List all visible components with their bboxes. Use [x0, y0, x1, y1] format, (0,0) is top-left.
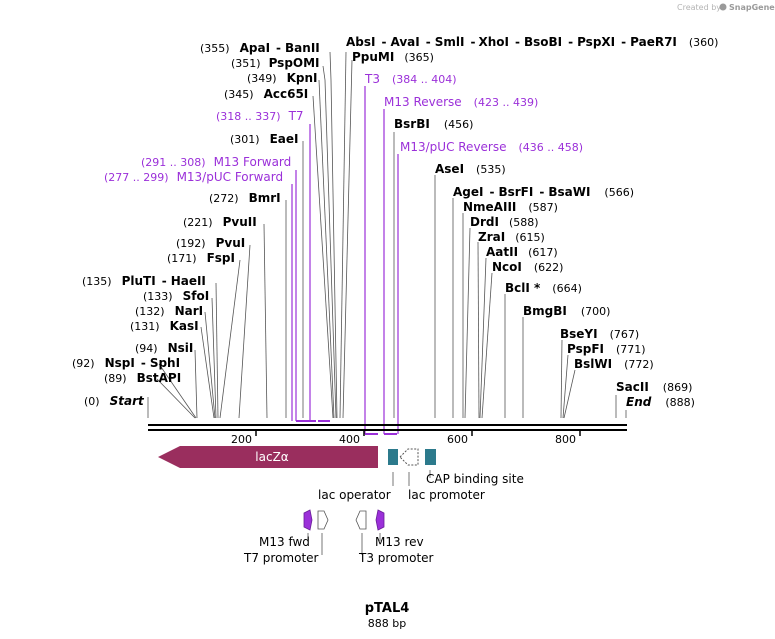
site-bstapi[interactable]: (89) BstAPI — [104, 371, 181, 385]
leader-absi — [339, 51, 347, 419]
site-nari[interactable]: (132) NarI — [135, 304, 203, 318]
site-aatii[interactable]: AatII (617) — [486, 245, 558, 259]
snapgene-logo: SnapGene — [719, 3, 775, 12]
t7-promoter-label: T7 promoter — [243, 551, 319, 565]
site-pvuii[interactable]: (221) PvuII — [183, 215, 257, 229]
site-bseyi[interactable]: BseYI (767) — [560, 327, 639, 341]
tick-800: 800 — [555, 433, 576, 446]
lacz-label: lacZα — [255, 450, 289, 464]
leader-aatii — [479, 257, 487, 419]
site-nsii[interactable]: (94) NsiI — [135, 341, 193, 355]
primer-labels: (318 .. 337) T7 (291 .. 308) M13 Forward (… — [104, 72, 583, 184]
site-pvui[interactable]: (192) PvuI — [176, 236, 245, 250]
leader-sfoi — [211, 297, 217, 419]
leader-kpni — [318, 79, 335, 419]
backbone: 200 400 600 800 — [148, 424, 627, 446]
lac-operator-label: lac operator — [318, 488, 391, 502]
t3-promoter-marker[interactable] — [355, 510, 367, 530]
leader-ppumi — [342, 59, 353, 419]
site-nmeaiii[interactable]: NmeAIII (587) — [463, 200, 558, 214]
site-bslwi[interactable]: BslWI (772) — [574, 357, 654, 371]
map-length: 888 bp — [368, 617, 406, 630]
leader-hpaii — [215, 282, 219, 419]
site-drdi[interactable]: DrdI (588) — [470, 215, 539, 229]
lac-promoter-label: lac promoter — [408, 488, 485, 502]
leader-bseyi — [560, 339, 563, 419]
site-bcli[interactable]: BclI * (664) — [505, 281, 582, 295]
leader-bstapi — [156, 378, 196, 419]
primer-t3[interactable]: T3 (384 .. 404) — [364, 72, 457, 86]
map-title: pTAL4 — [365, 601, 410, 616]
site-sfoi[interactable]: (133) SfoI — [143, 289, 209, 303]
site-ppumi[interactable]: PpuMI (365) — [352, 50, 434, 64]
site-fspi[interactable]: (171) FspI — [167, 251, 235, 265]
site-bsrbi[interactable]: BsrBI (456) — [394, 117, 473, 131]
leader-fspi — [219, 259, 241, 419]
primer-m13puc-reverse[interactable]: M13/pUC Reverse (436 .. 458) — [400, 140, 583, 154]
t3-promoter-label: T3 promoter — [358, 551, 434, 565]
m13-fwd-marker[interactable] — [303, 509, 313, 531]
site-kpni[interactable]: (349) KpnI — [247, 71, 318, 85]
cap-site-box[interactable] — [425, 449, 436, 465]
site-zrai[interactable]: ZraI (615) — [478, 230, 545, 244]
m13-fwd-label: M13 fwd — [259, 535, 310, 549]
leader-drdi — [464, 227, 471, 419]
credit-brand: SnapGene — [729, 3, 775, 12]
lac-promoter-arrow[interactable] — [399, 448, 419, 466]
site-asei[interactable]: AseI (535) — [435, 162, 506, 176]
features: lacZα lac operator lac promoter CAP bind… — [158, 446, 524, 565]
site-absi-group[interactable]: AbsI - AvaI - SmlI - XhoI - BsoBI - PspXI - PaeR7I (3… — [346, 35, 718, 49]
tick-600: 600 — [447, 433, 468, 446]
primer-bars — [296, 420, 397, 435]
site-ncoi[interactable]: NcoI (622) — [492, 260, 563, 274]
leader-nari — [204, 311, 216, 419]
site-start: (0) Start — [84, 394, 145, 408]
primer-m13-reverse[interactable]: M13 Reverse (423 .. 439) — [384, 95, 538, 109]
leader-pvuii — [263, 223, 268, 419]
leader-pspfi — [562, 354, 569, 419]
primer-m13-forward[interactable]: (291 .. 308) M13 Forward — [141, 155, 291, 169]
site-pluti-haeii[interactable]: (135) PluTI - HaeII — [82, 274, 206, 288]
leader-zrai — [477, 241, 480, 419]
lac-operator-box[interactable] — [388, 449, 398, 465]
tick-400: 400 — [339, 433, 360, 446]
site-sacii[interactable]: SacII (869) — [616, 380, 692, 394]
leader-kasi — [200, 326, 215, 419]
site-bmgbi[interactable]: BmgBI (700) — [523, 304, 610, 318]
tick-200: 200 — [231, 433, 252, 446]
site-psppomi[interactable]: (351) PspOMI — [231, 56, 320, 70]
leader-ncoi — [481, 272, 493, 419]
lacz-feature[interactable]: lacZα — [158, 446, 378, 468]
t7-promoter-marker[interactable] — [317, 510, 329, 530]
m13-rev-marker[interactable] — [375, 509, 385, 531]
leader-bslwi — [563, 369, 576, 419]
leader-psppomi — [322, 65, 337, 419]
site-bmri[interactable]: (272) BmrI — [209, 191, 281, 205]
leader-nsii — [194, 349, 198, 419]
leader-apai — [329, 51, 338, 419]
site-leader-lines — [147, 51, 627, 419]
primer-leader-lines — [291, 86, 399, 434]
site-pspfi[interactable]: PspFI (771) — [567, 342, 646, 356]
site-eaei[interactable]: (301) EaeI — [230, 132, 299, 146]
site-kasi[interactable]: (131) KasI — [130, 319, 199, 333]
sites-right: AbsI - AvaI - SmlI - XhoI - BsoBI - PspXI - PaeR7I (3… — [346, 35, 718, 409]
m13-rev-label: M13 rev — [375, 535, 424, 549]
snapgene-logo-icon — [719, 3, 727, 11]
primer-t7[interactable]: (318 .. 337) T7 — [216, 109, 304, 123]
credit-text: Created by — [677, 3, 721, 12]
site-agei-group[interactable]: AgeI - BsrFI - BsaWI (566) — [453, 185, 634, 199]
lacz-arrow[interactable] — [158, 446, 378, 468]
site-end: End (888) — [626, 395, 695, 409]
sites-left: (355) ApaI - BanII (351) PspOMI (349) KpnI (3… — [72, 41, 320, 408]
leader-nspi — [158, 363, 197, 419]
leader-acc65i — [312, 95, 334, 419]
site-acc65i[interactable]: (345) Acc65I — [224, 87, 308, 101]
site-apai-banii[interactable]: (355) ApaI - BanII — [200, 41, 320, 55]
site-nspi-sphi[interactable]: (92) NspI - SphI — [72, 356, 180, 370]
primer-m13puc-forward[interactable]: (277 .. 299) M13/pUC Forward — [104, 170, 283, 184]
cap-site-label: CAP binding site — [426, 472, 524, 486]
leader-pvui — [238, 244, 251, 419]
